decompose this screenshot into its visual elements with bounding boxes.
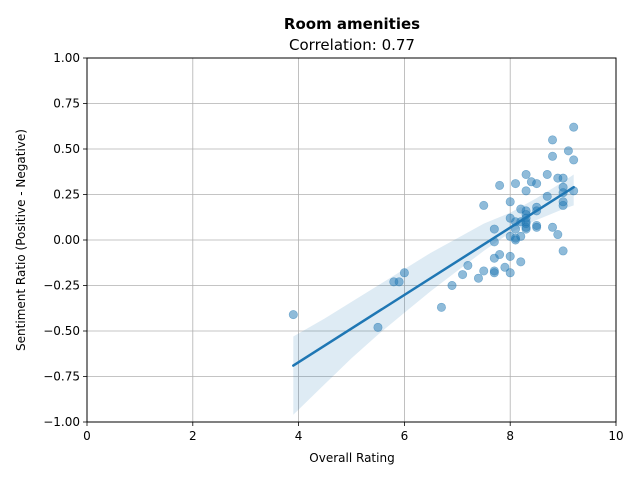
data-point [495,250,505,260]
y-tick-label: −0.75 [43,370,80,384]
regression-line [292,185,575,367]
data-point [479,200,489,210]
data-point [542,191,552,201]
confidence-band [293,174,574,415]
chart-subtitle: Correlation: 0.77 [289,36,415,54]
data-point [505,268,515,278]
confidence-band-layer [293,174,574,415]
x-tick-label: 4 [295,429,303,443]
data-point [548,151,558,161]
y-axis-label: Sentiment Ratio (Positive - Negative) [14,129,28,351]
data-point [458,270,468,280]
y-tick-label: 0.75 [53,97,80,111]
data-point [510,179,520,189]
data-point [500,262,510,272]
data-point [532,220,542,230]
data-point [505,251,515,261]
data-point [542,169,552,179]
data-point [288,310,298,320]
y-tick-label: −1.00 [43,415,80,429]
points-layer [288,122,579,332]
data-point [436,302,446,312]
data-point [521,169,531,179]
y-tick-label: 0.25 [53,188,80,202]
data-point [505,197,515,207]
y-tick-label: 0.50 [53,142,80,156]
data-point [373,322,383,332]
data-point [495,180,505,190]
data-point [473,273,483,283]
x-tick-label: 6 [401,429,409,443]
gridlines [86,57,617,423]
y-tick-label: 0.00 [53,233,80,247]
regression-line-layer [292,185,575,367]
data-point [558,197,568,207]
y-tick-label: −0.25 [43,279,80,293]
data-point [558,246,568,256]
data-point [447,280,457,290]
y-axis-ticks: −1.00 −0.75 −0.50 −0.25 0.00 0.25 0.50 0.75 1.00 [43,51,87,429]
data-point [548,222,558,232]
y-tick-label: −0.50 [43,324,80,338]
data-point [489,268,499,278]
data-point [563,146,573,156]
data-point [399,268,409,278]
x-tick-label: 0 [83,429,91,443]
data-point [521,206,531,216]
x-tick-label: 2 [189,429,197,443]
data-point [558,182,568,192]
data-point [532,179,542,189]
data-point [489,224,499,234]
data-point [548,135,558,145]
data-point [394,277,404,287]
data-point [479,266,489,276]
x-tick-label: 10 [608,429,623,443]
data-point [521,186,531,196]
data-point [516,231,526,241]
data-point [553,230,563,240]
data-point [569,155,579,165]
chart-title: Room amenities [284,15,420,33]
y-tick-label: 1.00 [53,51,80,65]
x-axis-ticks: 0 2 4 6 8 10 [83,422,624,443]
data-point [558,173,568,183]
x-tick-label: 8 [506,429,514,443]
data-point [463,260,473,270]
data-point [516,257,526,267]
x-axis-label: Overall Rating [309,451,394,465]
data-point [569,122,579,132]
